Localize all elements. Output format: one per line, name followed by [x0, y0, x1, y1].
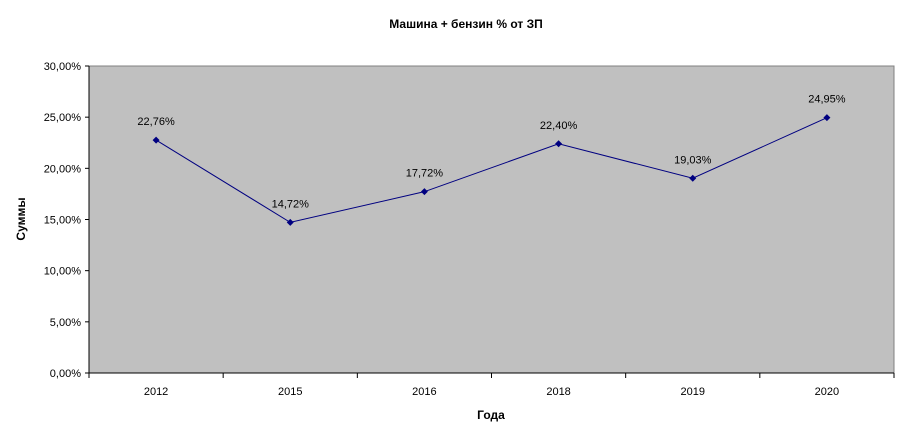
data-label: 17,72%: [406, 168, 444, 180]
y-tick-label: 20,00%: [44, 163, 82, 175]
x-tick-label: 2012: [144, 386, 168, 398]
x-tick-label: 2020: [815, 386, 839, 398]
x-tick-label: 2015: [278, 386, 302, 398]
y-tick-label: 25,00%: [44, 112, 82, 124]
data-label: 24,95%: [808, 94, 846, 106]
x-tick-label: 2019: [681, 386, 705, 398]
series-group: 22,76% 14,72% 17,72% 22,40% 19,03% 24,95%: [137, 94, 846, 226]
y-tick-label: 10,00%: [44, 266, 82, 278]
data-label: 19,03%: [674, 154, 712, 166]
series-line: [155, 117, 828, 223]
y-axis-title: Суммы: [14, 197, 28, 240]
y-axis: 0,00% 5,00% 10,00% 15,00% 20,00% 25,00% 30,00%: [44, 61, 90, 380]
data-label: 22,76%: [137, 116, 175, 128]
data-point: [555, 140, 563, 148]
plot-area: [88, 65, 895, 374]
data-point: [689, 174, 697, 182]
y-tick-label: 15,00%: [44, 215, 82, 227]
x-axis-title: Года: [477, 408, 505, 422]
data-point: [152, 136, 160, 144]
chart-title: Машина + бензин % от ЗП: [389, 17, 542, 31]
data-point: [420, 188, 428, 196]
y-tick-label: 0,00%: [50, 368, 81, 380]
y-tick-label: 5,00%: [50, 317, 81, 329]
data-label: 22,40%: [540, 120, 578, 132]
y-tick-label: 30,00%: [44, 61, 82, 73]
data-point: [286, 218, 294, 226]
x-tick-label: 2016: [412, 386, 436, 398]
data-point: [823, 114, 831, 122]
data-label: 14,72%: [272, 198, 310, 210]
x-tick-label: 2018: [546, 386, 570, 398]
x-axis: 2012 2015 2016 2018 2019 2020: [88, 372, 895, 398]
